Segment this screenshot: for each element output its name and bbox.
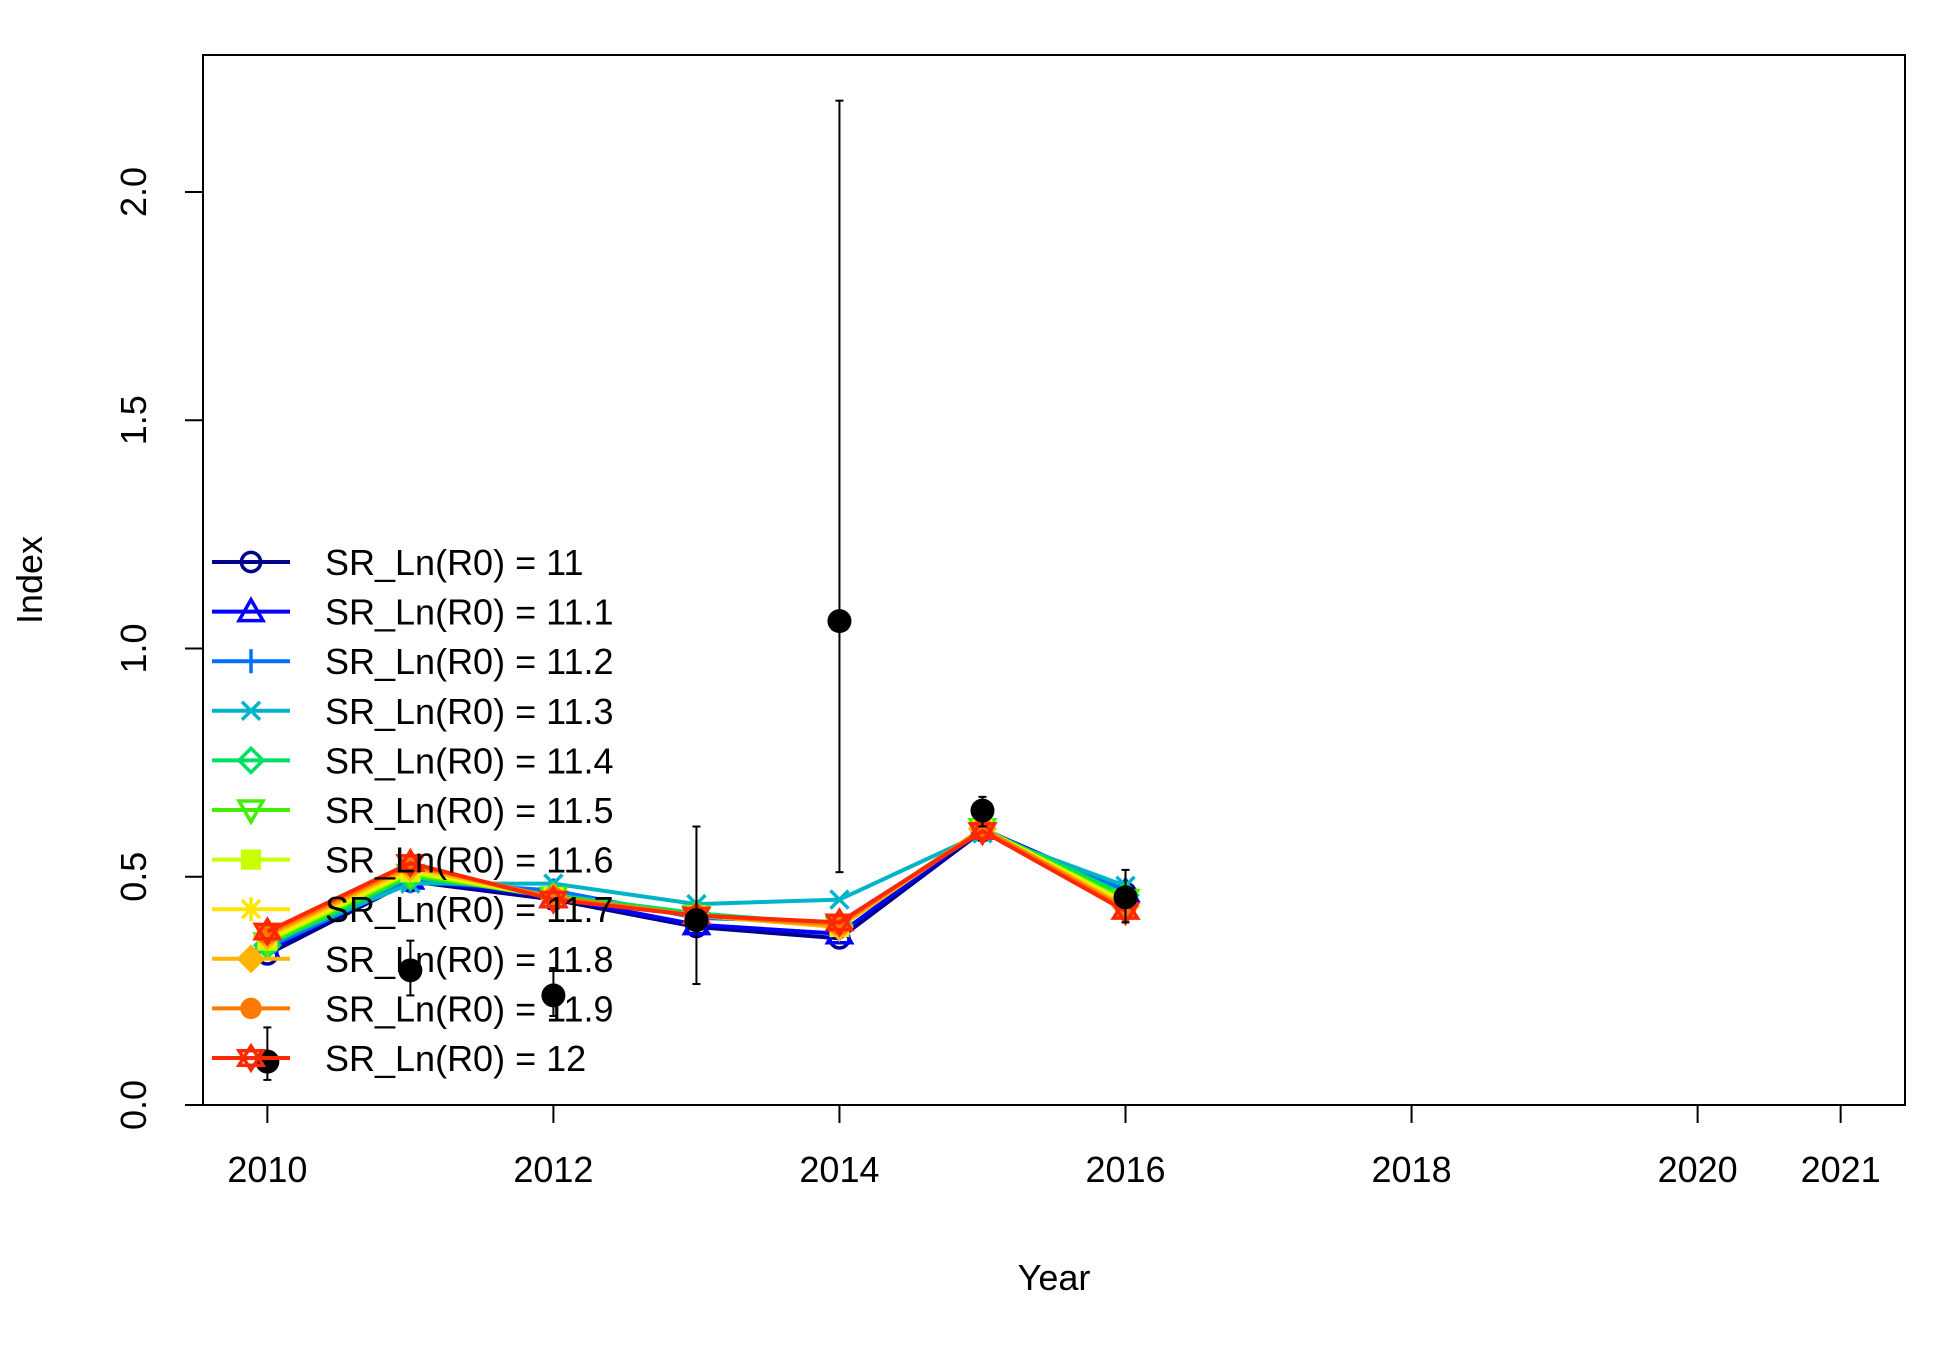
- legend-label: SR_Ln(R0) = 11.5: [325, 790, 614, 831]
- legend: SR_Ln(R0) = 11 SR_Ln(R0) = 11.1 SR_Ln(R0) …: [212, 542, 614, 1079]
- series-point: [538, 884, 569, 915]
- series-point: [252, 916, 283, 947]
- legend-item-10: SR_Ln(R0) = 11.9: [212, 988, 614, 1029]
- y-axis-label: Index: [9, 536, 50, 624]
- y-tick-label: 0.5: [113, 852, 154, 902]
- legend-marker: [240, 700, 262, 722]
- legend-label: SR_Ln(R0) = 11.3: [325, 691, 614, 732]
- legend-item-5: SR_Ln(R0) = 11.4: [212, 740, 614, 781]
- legend-marker: [239, 897, 263, 922]
- legend-marker: [235, 1042, 267, 1074]
- legend-marker: [239, 649, 263, 674]
- series-point: [824, 907, 855, 938]
- legend-item-7: SR_Ln(R0) = 11.6: [212, 840, 614, 881]
- observed-point: [684, 908, 709, 933]
- legend-marker: [240, 997, 262, 1020]
- legend-label: SR_Ln(R0) = 12: [325, 1038, 586, 1079]
- x-tick-label: 2021: [1801, 1149, 1881, 1190]
- legend-label: SR_Ln(R0) = 11.8: [325, 939, 614, 980]
- legend-label: SR_Ln(R0) = 11.1: [325, 592, 614, 633]
- legend-label: SR_Ln(R0) = 11.6: [325, 840, 614, 881]
- x-tick-label: 2014: [799, 1149, 879, 1190]
- legend-item-3: SR_Ln(R0) = 11.2: [212, 641, 614, 682]
- axes: 2010 2012 2014 2016 2018 2020 2021 0.0 0.5 1.0 1.5…: [113, 167, 1881, 1190]
- y-tick-label: 1.0: [113, 623, 154, 673]
- legend-label: SR_Ln(R0) = 11: [325, 542, 583, 583]
- series-point: [829, 889, 850, 910]
- legend-marker: [240, 849, 262, 870]
- y-tick-label: 2.0: [113, 167, 154, 217]
- legend-label: SR_Ln(R0) = 11.2: [325, 641, 614, 682]
- observed-2013: [684, 825, 709, 986]
- observed-point: [827, 609, 852, 634]
- legend-item-9: SR_Ln(R0) = 11.8: [212, 939, 614, 980]
- legend-label: SR_Ln(R0) = 11.7: [325, 889, 614, 930]
- x-tick-label: 2018: [1372, 1149, 1452, 1190]
- observed-point: [541, 983, 566, 1008]
- legend-marker: [235, 799, 267, 826]
- legend-marker: [236, 745, 266, 775]
- observed-2014: [827, 99, 852, 874]
- legend-label: SR_Ln(R0) = 11.4: [325, 740, 614, 781]
- legend-label: SR_Ln(R0) = 11.9: [325, 988, 614, 1029]
- legend-marker: [239, 550, 263, 574]
- observed-2011: [398, 939, 423, 997]
- observed-point: [970, 798, 995, 823]
- legend-item-6: SR_Ln(R0) = 11.5: [212, 790, 614, 831]
- observed-2015: [970, 795, 995, 828]
- y-tick-label: 0.0: [113, 1080, 154, 1130]
- x-tick-label: 2020: [1658, 1149, 1738, 1190]
- legend-marker: [235, 596, 267, 623]
- legend-marker: [236, 944, 266, 974]
- legend-item-1: SR_Ln(R0) = 11: [212, 542, 583, 583]
- observed-point: [398, 958, 423, 983]
- series-point: [395, 847, 426, 879]
- y-tick-label: 1.5: [113, 395, 154, 445]
- legend-item-2: SR_Ln(R0) = 11.1: [212, 592, 614, 633]
- x-axis-label: Year: [1018, 1257, 1091, 1298]
- legend-item-4: SR_Ln(R0) = 11.3: [212, 691, 614, 732]
- x-tick-label: 2010: [227, 1149, 307, 1190]
- x-tick-label: 2016: [1085, 1149, 1165, 1190]
- observed-2012: [541, 967, 566, 1017]
- legend-item-11: SR_Ln(R0) = 12: [212, 1038, 586, 1079]
- observed-2016: [1113, 868, 1138, 924]
- legend-item-8: SR_Ln(R0) = 11.7: [212, 889, 614, 930]
- x-tick-label: 2012: [513, 1149, 593, 1190]
- observed-point: [1113, 885, 1138, 910]
- observed-layer: [255, 99, 1138, 1081]
